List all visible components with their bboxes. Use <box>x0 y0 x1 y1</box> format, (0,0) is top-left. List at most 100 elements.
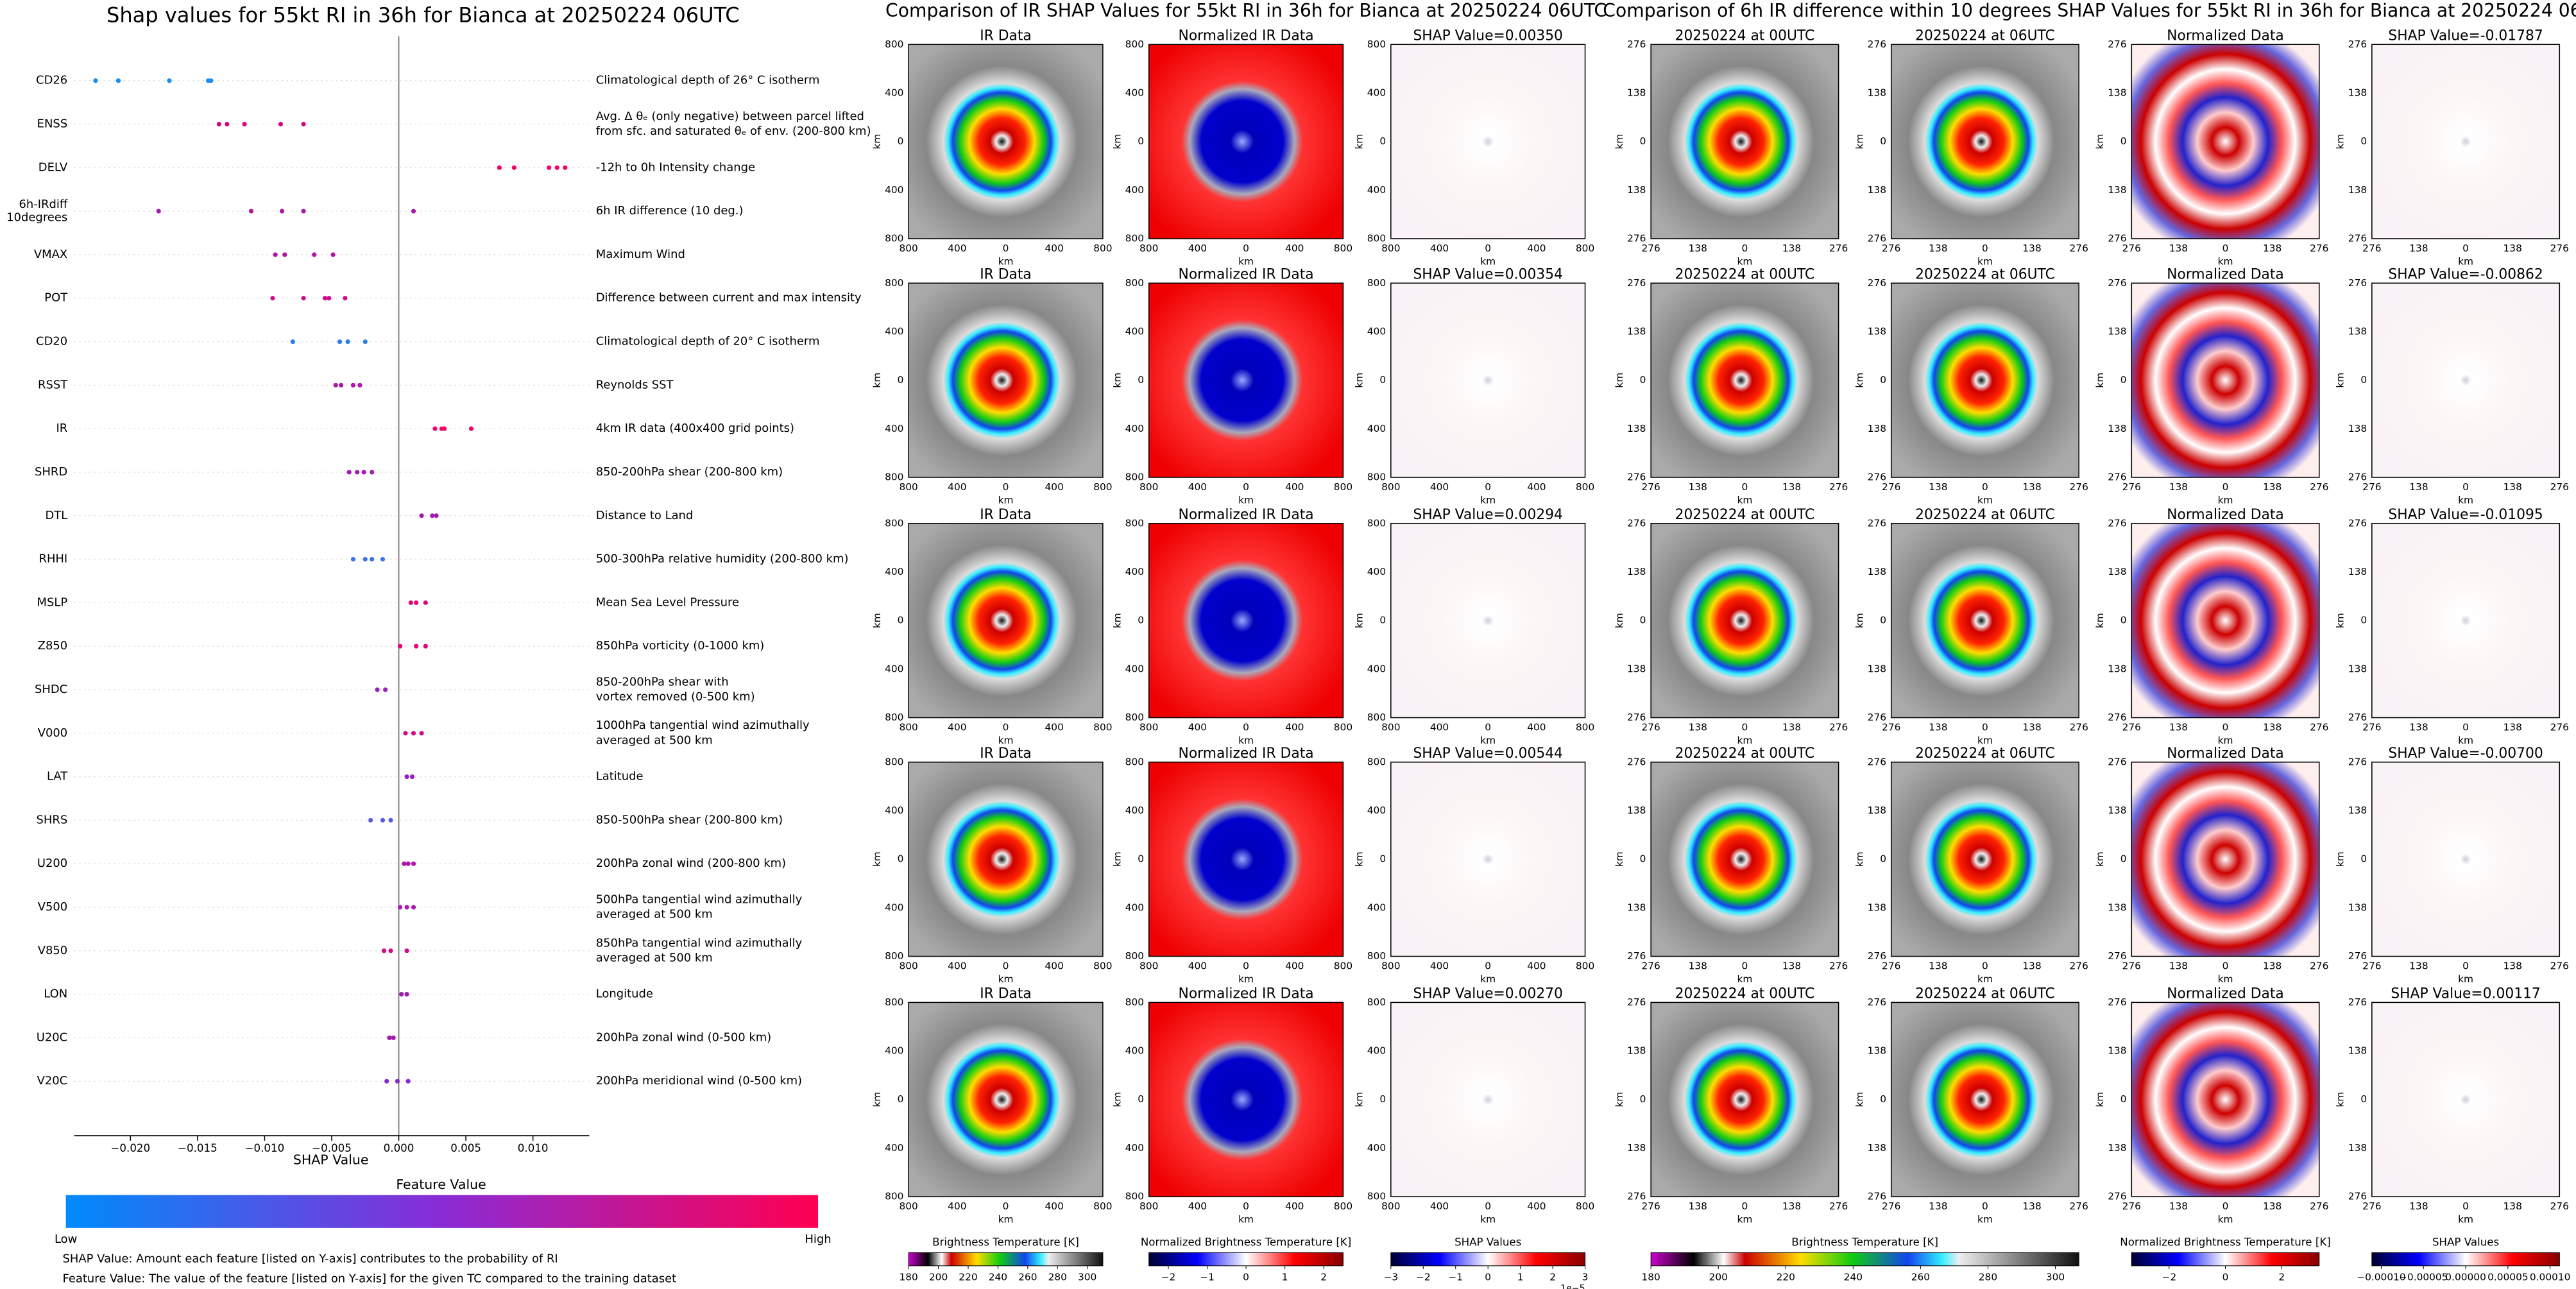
y-axis-label: km <box>2094 851 2106 867</box>
y-tick-label: 400 <box>885 1142 903 1154</box>
y-tick-label: 0 <box>2120 135 2127 147</box>
y-tick-label: 0 <box>1880 1093 1886 1105</box>
panel-title: 20250224 at 00UTC <box>1675 986 1815 1002</box>
x-tick-label: 138 <box>2503 721 2522 733</box>
shap-dot <box>419 731 424 736</box>
y-tick-label: 400 <box>1367 1142 1386 1154</box>
satellite-image <box>2131 283 2319 477</box>
x-tick-label: 800 <box>1576 1200 1594 1212</box>
panel-frame <box>1148 44 1344 239</box>
x-tick-label: 400 <box>948 243 966 254</box>
x-tick-label: 276 <box>2550 960 2569 971</box>
y-tick-label: 138 <box>1868 901 1886 913</box>
shap-dot <box>93 78 98 83</box>
x-tick-label: 0 <box>1982 243 1988 254</box>
panel-frame <box>1890 282 2079 478</box>
x-tick-label: 138 <box>2263 243 2282 254</box>
panel-frame <box>1890 762 2079 957</box>
panel-title: SHAP Value=0.00270 <box>1413 986 1562 1002</box>
x-tick-label: 276 <box>2362 481 2381 493</box>
x-tick-label: 138 <box>2263 721 2282 733</box>
x-tick-label: 276 <box>2362 243 2381 254</box>
x-tick-label: 138 <box>2169 481 2188 493</box>
panel-frame <box>2371 762 2561 957</box>
y-tick-label: 276 <box>1627 277 1646 289</box>
colorbar-tick-label: 180 <box>899 1271 917 1283</box>
y-tick-label: 400 <box>1367 87 1386 98</box>
x-tick-label: 0 <box>1982 1200 1988 1212</box>
x-tick-label: 400 <box>948 481 966 493</box>
x-axis-label: km <box>1480 735 1496 746</box>
x-tick-label: 400 <box>948 721 966 733</box>
feature-description: 200hPa zonal wind (0-500 km) <box>596 1030 772 1044</box>
colorbar-tick-label: 300 <box>2046 1271 2065 1283</box>
x-tick-label: 138 <box>1782 960 1801 971</box>
x-axis-label: km <box>1480 255 1496 267</box>
y-tick-label: 800 <box>1367 756 1386 767</box>
y-tick-label: 138 <box>1627 423 1646 434</box>
colorbar-tick-label: 0.00010 <box>2530 1271 2571 1283</box>
x-tick-label: 400 <box>1527 1200 1546 1212</box>
shap-dot <box>411 731 416 736</box>
panel-frame <box>1890 1002 2079 1197</box>
y-tick-label: 400 <box>1125 184 1144 196</box>
shap-dot <box>403 731 408 736</box>
y-axis-label: km <box>1111 373 1123 388</box>
panel-frame <box>1390 762 1586 957</box>
x-tick-label: 276 <box>1642 721 1660 733</box>
y-tick-label: 800 <box>885 517 903 529</box>
x-tick-label: 0 <box>1485 960 1491 971</box>
x-tick-label: 0 <box>1243 1200 1249 1212</box>
shap-dot <box>301 209 306 214</box>
y-tick-label: 138 <box>1627 184 1646 196</box>
y-tick-label: 138 <box>2348 423 2367 434</box>
shap-dot <box>242 121 247 127</box>
shap-dot <box>468 426 474 431</box>
y-tick-label: 800 <box>1125 232 1144 244</box>
y-tick-label: 800 <box>1367 996 1386 1008</box>
y-tick-label: 0 <box>1379 615 1386 626</box>
colorbar-tick-label: −2 <box>1161 1271 1176 1283</box>
x-tick-label: 276 <box>2310 721 2328 733</box>
shap-dot <box>167 78 172 83</box>
feature-description: vortex removed (0-500 km) <box>596 690 755 704</box>
y-tick-label: 400 <box>885 423 903 434</box>
x-tick-label: 276 <box>1829 1200 1848 1212</box>
y-tick-label: 276 <box>1627 756 1646 767</box>
colorbar-tick-label: 0 <box>2222 1271 2229 1283</box>
x-tick-label: −0.010 <box>245 1142 285 1154</box>
feature-label: LON <box>44 987 67 1001</box>
y-tick-label: 276 <box>2108 1191 2126 1202</box>
x-axis-label: km <box>2458 494 2473 506</box>
y-tick-label: 276 <box>2108 232 2126 244</box>
x-tick-label: 276 <box>2550 721 2569 733</box>
y-tick-label: 0 <box>1138 135 1144 147</box>
y-tick-label: 400 <box>1125 805 1144 816</box>
shap-dot <box>216 121 221 127</box>
x-tick-label: 400 <box>1527 243 1546 254</box>
x-tick-label: 400 <box>1188 721 1207 733</box>
shap-dot <box>330 252 336 257</box>
colorbar-tick-label: 0 <box>1485 1271 1491 1283</box>
panel-title: 20250224 at 06UTC <box>1915 507 2055 523</box>
satellite-image <box>1390 283 1585 477</box>
y-tick-label: 400 <box>1125 566 1144 577</box>
panel-frame <box>1390 1002 1586 1197</box>
x-tick-label: 800 <box>1334 243 1352 254</box>
x-tick-label: 400 <box>1045 721 1064 733</box>
y-tick-label: 276 <box>2348 38 2367 50</box>
colorbar-tick-label: 300 <box>1078 1271 1096 1283</box>
x-axis-label: km <box>1737 973 1752 985</box>
y-tick-label: 138 <box>2348 325 2367 337</box>
shap-dot <box>408 600 413 605</box>
feature-label: RHHI <box>38 552 67 566</box>
x-tick-label: 400 <box>1430 960 1449 971</box>
y-tick-label: 138 <box>2108 663 2126 674</box>
x-axis-label: km <box>1977 494 1993 506</box>
x-tick-label: 276 <box>1882 960 1900 971</box>
satellite-image <box>1651 1002 1839 1197</box>
panel-frame <box>1650 762 1839 957</box>
y-axis-label: km <box>1854 1092 1865 1107</box>
x-tick-label: 800 <box>1576 243 1594 254</box>
satellite-image <box>2371 283 2560 477</box>
